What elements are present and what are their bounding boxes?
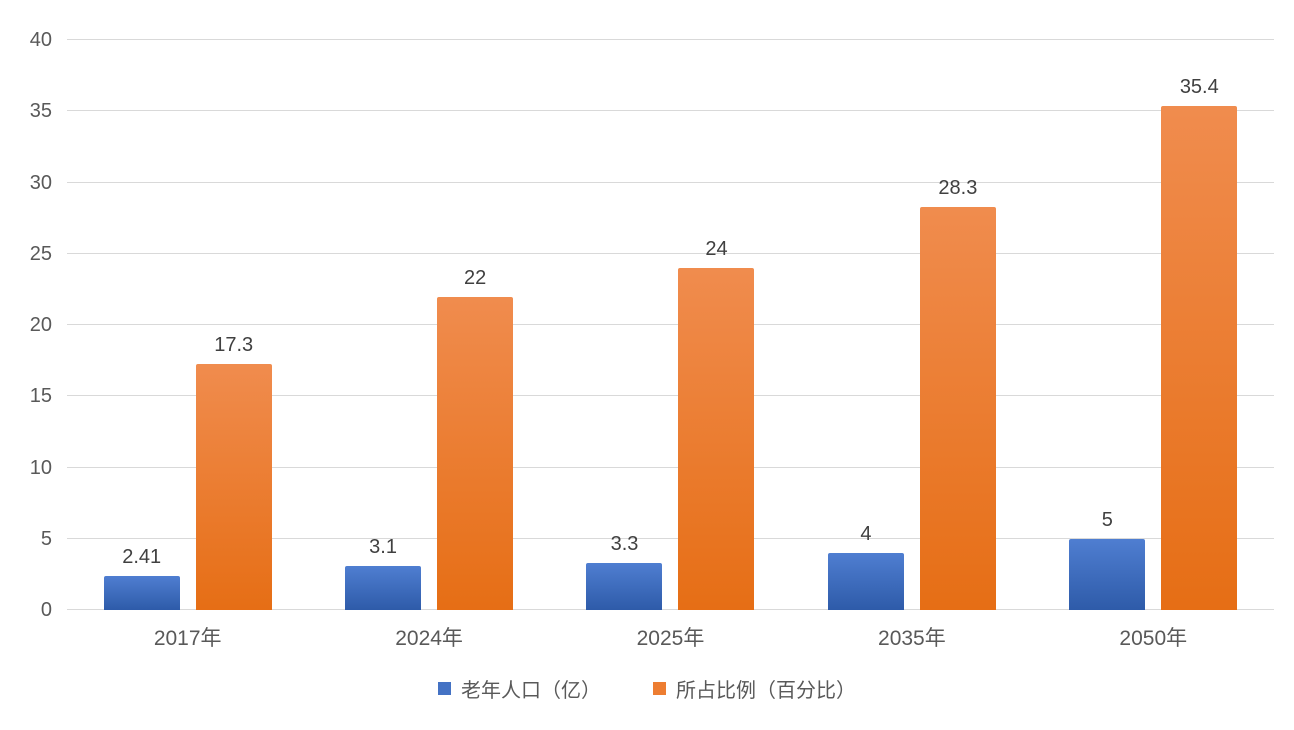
y-tick-label: 0 (40, 599, 52, 621)
y-axis: 0 5 10 15 20 25 30 35 40 (0, 30, 52, 620)
legend-swatch-icon (438, 682, 451, 695)
x-category-label: 2035年 (878, 627, 946, 650)
y-tick-label: 25 (29, 242, 52, 265)
y-tick-label: 30 (29, 171, 52, 194)
y-tick-label: 10 (29, 456, 52, 479)
bar-elderly-population (827, 553, 904, 610)
data-label-elderly-population: 2.41 (122, 545, 162, 568)
legend-swatch-icon (653, 682, 666, 695)
bar-proportion-percentage (919, 206, 996, 610)
x-axis-baseline (67, 609, 1274, 610)
x-category-label: 2025年 (636, 627, 705, 650)
legend-label: 所占比例（百分比） (676, 680, 856, 702)
bar-group: 4 28.3 (791, 40, 1032, 610)
bar-elderly-population (345, 565, 422, 610)
data-label-elderly-population: 4 (860, 523, 872, 545)
data-label-proportion-percentage: 24 (705, 238, 728, 260)
y-tick-label: 35 (29, 100, 52, 123)
gridline (67, 110, 1274, 112)
gridline (67, 395, 1274, 397)
data-label-proportion-percentage: 28.3 (938, 176, 978, 199)
legend-label: 老年人口（亿） (461, 680, 601, 702)
data-label-proportion-percentage: 35.4 (1179, 75, 1219, 98)
bar-proportion-percentage (678, 268, 755, 610)
data-label-elderly-population: 5 (1101, 508, 1113, 531)
y-tick-label: 40 (29, 29, 52, 51)
gridline (67, 324, 1274, 325)
y-tick-label: 5 (40, 527, 52, 550)
bar-group: 2.41 17.3 (67, 40, 308, 610)
data-label-proportion-percentage: 17.3 (214, 333, 254, 356)
bar-elderly-population (1069, 538, 1146, 610)
bar-group: 3.1 22 (308, 40, 549, 610)
legend-item-proportion-percentage: 所占比例（百分比） (653, 674, 856, 703)
bar-group: 5 35.4 (1033, 40, 1274, 610)
y-tick-label: 20 (29, 314, 52, 336)
gridline (67, 537, 1274, 539)
bar-proportion-percentage (437, 296, 514, 610)
data-label-elderly-population: 3.3 (610, 533, 639, 555)
gridline (67, 181, 1274, 183)
x-category-label: 2050年 (1119, 627, 1188, 650)
bar-proportion-percentage (1161, 105, 1238, 610)
x-category-label: 2024年 (395, 627, 463, 650)
gridline (67, 39, 1274, 40)
y-tick-label: 15 (29, 385, 52, 408)
plot-area: 2.41 17.3 3.1 22 3.3 24 4 28.3 5 35.4 (67, 39, 1274, 610)
gridline (67, 466, 1274, 468)
bar-group: 3.3 24 (550, 40, 791, 610)
data-label-proportion-percentage: 22 (463, 266, 487, 289)
bar-elderly-population (103, 575, 180, 610)
bar-elderly-population (586, 563, 663, 610)
data-label-elderly-population: 3.1 (369, 535, 397, 558)
legend: 老年人口（亿） 所占比例（百分比） (0, 674, 1294, 703)
legend-item-elderly-population: 老年人口（亿） (438, 674, 601, 703)
x-axis: 2017年 2024年 2025年 2035年 2050年 (67, 618, 1274, 660)
x-category-label: 2017年 (153, 627, 222, 650)
gridline (67, 252, 1274, 254)
bar-proportion-percentage (195, 363, 272, 610)
